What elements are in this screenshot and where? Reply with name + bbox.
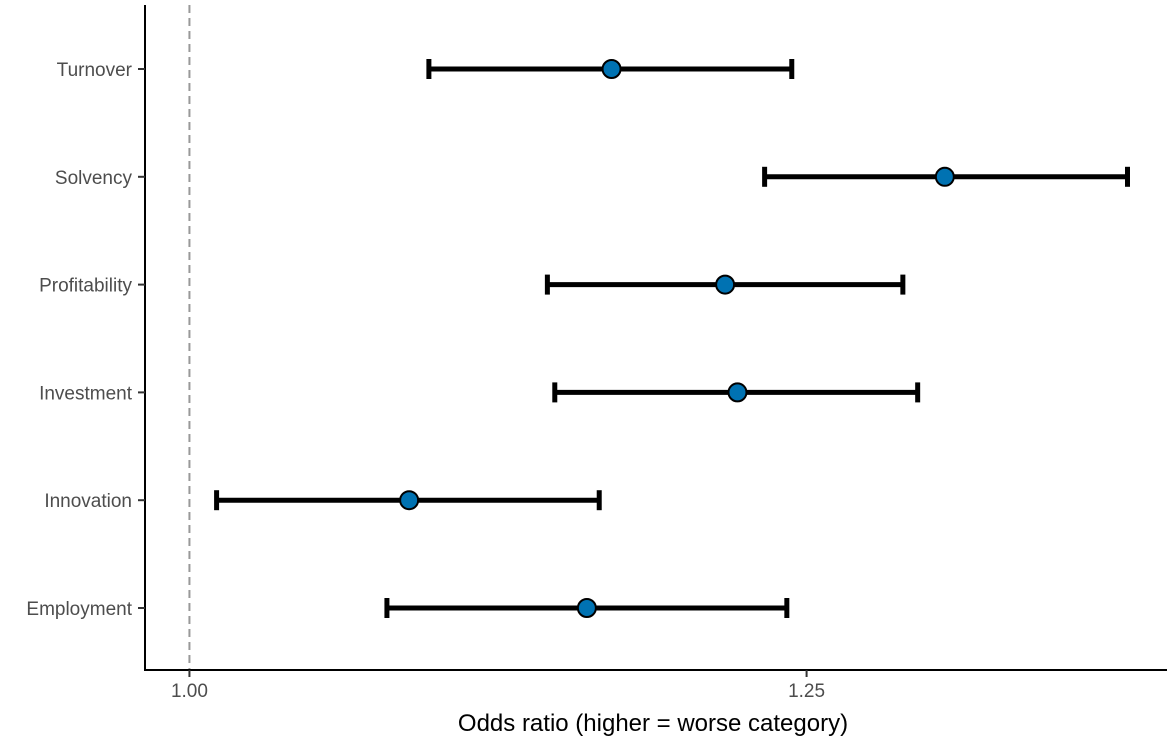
x-tick-label: 1.00	[171, 681, 208, 702]
point-estimate	[576, 598, 597, 618]
y-tick-label: Solvency	[55, 168, 133, 189]
y-tick-label: Profitability	[39, 276, 132, 297]
point-estimate	[601, 59, 622, 79]
y-tick-label: Investment	[39, 383, 133, 404]
estimate-investment	[552, 382, 921, 403]
y-axis-ticks: Employment Innovation Investment Profitabil…	[26, 60, 145, 620]
estimate-profitability	[544, 274, 906, 295]
y-tick-label: Turnover	[57, 60, 133, 81]
y-tick-label: Employment	[26, 599, 132, 620]
point-estimate	[715, 274, 736, 295]
estimate-solvency	[762, 166, 1131, 187]
estimate-innovation	[214, 490, 602, 511]
y-tick-label: Innovation	[44, 491, 132, 512]
estimate-turnover	[426, 59, 795, 79]
x-axis-ticks: 1.00 1.25	[171, 670, 825, 702]
x-axis-title: Odds ratio (higher = worse category)	[458, 710, 848, 737]
plot-area	[188, 5, 1131, 670]
x-tick-label: 1.25	[788, 681, 825, 702]
point-estimate	[934, 166, 955, 187]
point-estimate	[399, 490, 420, 511]
estimate-employment	[384, 598, 790, 618]
point-estimate	[727, 382, 748, 403]
